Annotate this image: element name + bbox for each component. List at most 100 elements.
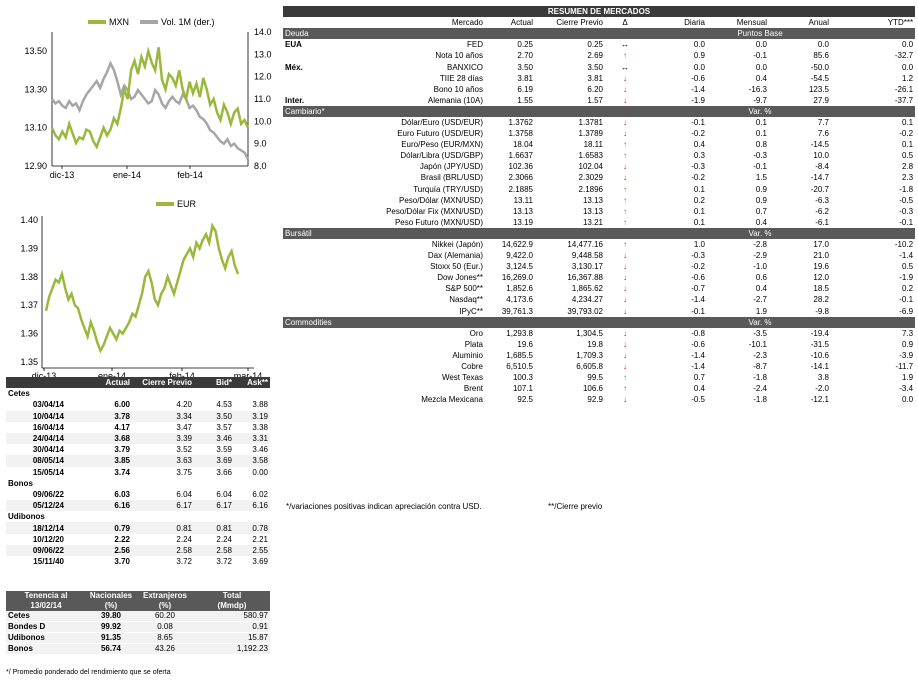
y-tick-label: 1.37: [20, 300, 38, 310]
maturity-date: 30/04/14: [6, 444, 86, 456]
actual-value: 1,293.8: [506, 328, 533, 338]
region-label: [283, 328, 313, 339]
section-unit: Puntos Base: [605, 28, 916, 40]
daily-change: -0.2: [691, 129, 705, 139]
actual-rate: 3.85: [86, 455, 132, 467]
arrow-down-icon: ↓: [623, 95, 627, 105]
bid-rate: 3.46: [194, 432, 234, 445]
x-tick-label: ene-14: [98, 371, 126, 380]
rates-group-name: Bonos: [8, 478, 33, 488]
instrument-name: Dólar/Libra (USD/GBP): [400, 151, 483, 161]
monthly-change: -0.1: [753, 51, 767, 61]
col-actual: Actual: [485, 17, 535, 29]
annual-change: 10.0: [813, 151, 829, 161]
bid-rate: 6.17: [194, 500, 234, 512]
rates-row: 08/05/14 3.85 3.63 3.69 3.58: [6, 455, 270, 467]
prev-close-value: 13.13: [582, 206, 603, 216]
x-tick-label: feb-14: [169, 371, 195, 380]
holdings-head: Extranjeros: [136, 591, 194, 601]
region-label: [283, 73, 313, 84]
ytd-change: 0.5: [901, 151, 914, 161]
bid-rate: 6.04: [194, 488, 234, 501]
prev-rate: 6.17: [132, 500, 194, 512]
region-label: [283, 195, 313, 206]
holdings-row: Cetes 39.80 60.20 580.97: [6, 611, 270, 622]
arrow-up-icon: ↑: [623, 217, 627, 227]
instrument-name: Stoxx 50 (Eur.): [430, 262, 483, 272]
instrument-name: Aluminio: [452, 350, 483, 360]
total-mmdp: 580.97: [194, 611, 270, 622]
monthly-change: 0.1: [755, 117, 767, 127]
ytd-change: -3.4: [899, 384, 914, 394]
actual-value: 0.25: [517, 40, 533, 50]
monthly-change: 0.6: [755, 273, 767, 283]
rates-row: 03/04/14 6.00 4.20 4.53 3.88: [6, 399, 270, 411]
market-row: IPyC** 39,761.3 39,793.02 ↓ -0.1 1.9 -9.8 -6.9: [283, 306, 915, 317]
market-title-row: RESUMEN DE MERCADOS: [283, 6, 916, 18]
prev-close-value: 9,448.58: [571, 251, 603, 261]
instrument-name: Peso Futuro (MXN/USD): [394, 217, 483, 227]
ytd-change: -0.1: [899, 295, 914, 305]
arrow-down-icon: ↓: [623, 117, 627, 127]
col-ytd: YTD***: [831, 17, 916, 29]
arrow-up-icon: ↑: [623, 195, 627, 205]
region-label: [283, 139, 313, 150]
arrow-down-icon: ↓: [623, 162, 627, 172]
ytd-change: 2.8: [901, 162, 914, 172]
region-label: [283, 184, 313, 195]
instrument-name: Nota 10 años: [435, 51, 483, 61]
instrument-name: S&P 500**: [445, 284, 483, 294]
arrow-down-icon: ↓: [623, 84, 627, 94]
daily-change: -1.4: [691, 362, 705, 372]
market-row: Stoxx 50 (Eur.) 3,124.5 3,130.17 ↓ -0.2 -1.0 1…: [283, 261, 915, 272]
actual-value: 100.3: [512, 373, 533, 383]
market-title: RESUMEN DE MERCADOS: [283, 6, 916, 18]
ytd-change: -6.9: [899, 306, 914, 316]
region-label: EUA: [285, 40, 302, 50]
ytd-change: -0.5: [899, 195, 914, 205]
y-left-tick-label: 13.30: [24, 84, 47, 94]
mxn-line: [50, 46, 250, 150]
annual-change: -14.7: [810, 173, 829, 183]
y-right-tick-label: 12.0: [254, 72, 272, 82]
arrow-up-icon: ↑: [623, 151, 627, 161]
daily-change: -0.3: [691, 162, 705, 172]
instrument-name: Nasdaq**: [449, 295, 483, 305]
annual-change: -9.8: [815, 306, 829, 316]
bid-rate: 3.59: [194, 444, 234, 456]
instrument-name: Oro: [469, 328, 483, 338]
rates-row: 16/04/14 4.17 3.47 3.57 3.38: [6, 421, 270, 433]
bid-rate: 3.72: [194, 556, 234, 568]
annual-change: 3.8: [817, 373, 829, 383]
annual-change: -6.2: [815, 206, 829, 216]
ytd-change: -11.7: [895, 362, 914, 372]
ask-rate: 3.58: [234, 455, 270, 467]
annual-change: 7.6: [817, 129, 829, 139]
market-row: West Texas 100.3 99.5 ↑ 0.7 -1.8 3.8 1.9: [283, 372, 915, 383]
market-row: Turquía (TRY/USD) 2.1885 2.1896 ↑ 0.1 0.9 -20.…: [283, 184, 915, 195]
arrow-down-icon: ↓: [623, 362, 627, 372]
col-bid: Bid*: [194, 377, 234, 389]
arrow-up-icon: ↑: [623, 384, 627, 394]
y-right-tick-label: 8.0: [254, 161, 267, 171]
col-cierre: Cierre Previo: [535, 17, 605, 29]
actual-value: 3.50: [517, 62, 533, 72]
monthly-change: 1.9: [755, 306, 767, 316]
daily-change: -0.1: [691, 117, 705, 127]
actual-value: 92.5: [517, 395, 533, 405]
section-unit: Var. %: [605, 227, 916, 239]
total-mmdp: 15.87: [194, 632, 270, 644]
actual-value: 4,173.6: [506, 295, 533, 305]
daily-change: -0.6: [691, 73, 705, 83]
annual-change: -2.0: [815, 384, 829, 394]
instrument-name: Udibonos: [6, 632, 86, 644]
ask-rate: 6.02: [234, 488, 270, 501]
region-label: [283, 172, 313, 183]
market-row: Peso/Dólar (MXN/USD) 13.11 13.13 ↑ 0.2 0.9 -6.…: [283, 195, 915, 206]
region-label: [283, 294, 313, 305]
rates-row: 15/11/40 3.70 3.72 3.72 3.69: [6, 556, 270, 568]
prev-rate: 3.75: [132, 466, 194, 478]
nacionales-pct: 56.74: [86, 643, 136, 655]
section-unit: Var. %: [605, 105, 916, 117]
daily-change: -1.4: [691, 84, 705, 94]
